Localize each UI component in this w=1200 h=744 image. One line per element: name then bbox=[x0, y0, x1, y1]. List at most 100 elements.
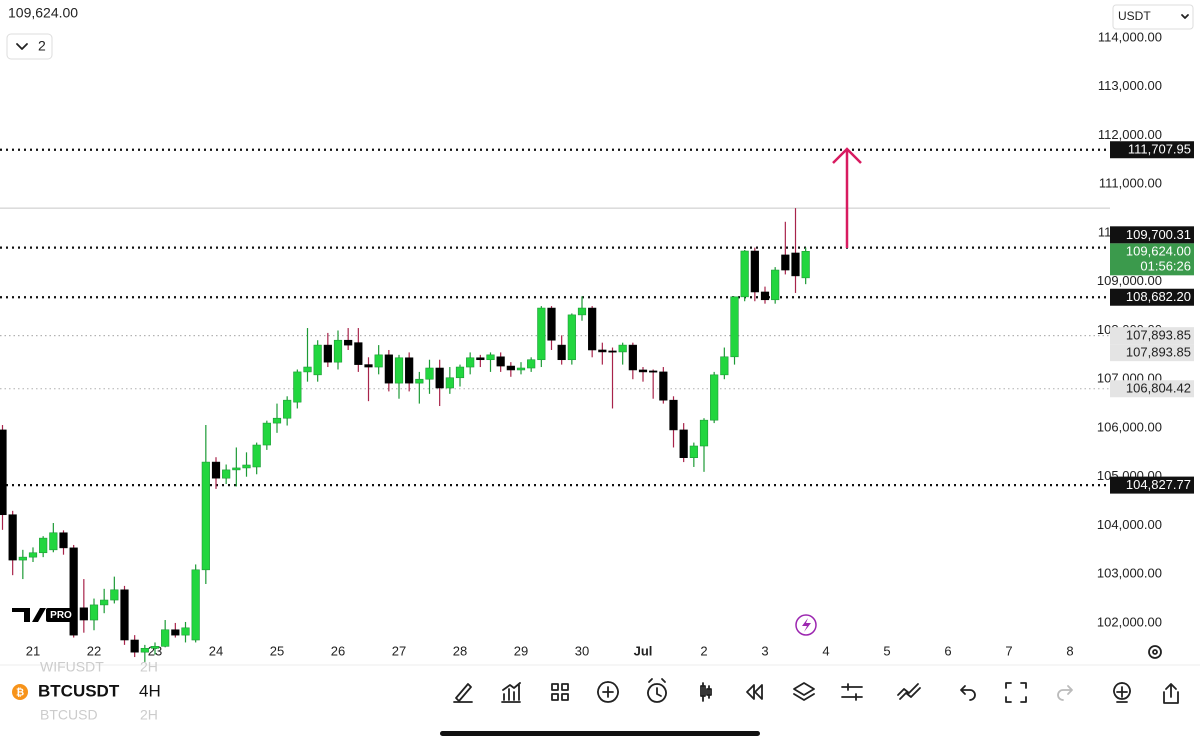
settings-tool[interactable] bbox=[841, 683, 863, 701]
x-tick-label: 5 bbox=[883, 643, 890, 658]
x-tick-label: 27 bbox=[392, 643, 406, 658]
line-label-box bbox=[1110, 344, 1194, 362]
share-button[interactable] bbox=[1163, 683, 1179, 704]
candle-body bbox=[394, 357, 404, 384]
candle-body bbox=[8, 514, 17, 561]
candle-body bbox=[720, 356, 729, 376]
candle-body bbox=[689, 445, 698, 458]
line-label: 106,804.42 bbox=[1126, 381, 1191, 396]
line-label: 107,893.85 bbox=[1126, 345, 1191, 360]
btc-icon bbox=[12, 684, 28, 700]
candle-body bbox=[262, 422, 271, 446]
candle-body bbox=[781, 254, 790, 271]
y-tick-label: 114,000.00 bbox=[1098, 29, 1162, 44]
currency-select[interactable]: USDT bbox=[1112, 4, 1194, 30]
candle-body bbox=[537, 307, 546, 361]
lightning-button[interactable] bbox=[795, 614, 817, 636]
x-tick-label: 6 bbox=[944, 643, 951, 658]
candle-body bbox=[100, 599, 109, 606]
candle-body bbox=[588, 307, 597, 351]
candle-body bbox=[425, 367, 434, 380]
watchlist-button[interactable] bbox=[1113, 682, 1131, 703]
candle-body bbox=[466, 357, 475, 368]
home-indicator bbox=[440, 731, 760, 736]
annotation-arrow bbox=[832, 147, 862, 248]
candle-body bbox=[303, 366, 312, 373]
candle-body bbox=[201, 461, 210, 571]
candle-body bbox=[750, 250, 759, 293]
candle-body bbox=[516, 367, 526, 371]
indicator-count: 2 bbox=[38, 38, 46, 54]
line-label-box bbox=[1110, 226, 1194, 244]
x-tick-label: 24 bbox=[209, 643, 223, 658]
objects-tool[interactable] bbox=[793, 682, 815, 701]
layouts-tool[interactable] bbox=[551, 683, 569, 701]
candle-body bbox=[659, 371, 668, 401]
y-tick-label: 112,000.00 bbox=[1098, 127, 1162, 142]
candle-body bbox=[496, 356, 505, 367]
candle-body bbox=[598, 349, 607, 353]
y-tick-label: 103,000.00 bbox=[1097, 566, 1162, 581]
candle-body bbox=[293, 371, 302, 403]
x-tick-label: 22 bbox=[87, 643, 101, 658]
candle-body bbox=[374, 354, 383, 368]
x-tick-label: 3 bbox=[761, 643, 768, 658]
candle-body bbox=[59, 532, 68, 549]
prev-symbol: WIFUSDT bbox=[40, 659, 104, 675]
add-tool[interactable] bbox=[597, 681, 619, 703]
settings-button[interactable] bbox=[1148, 645, 1162, 659]
redo-button[interactable] bbox=[1057, 685, 1073, 701]
candle-body bbox=[120, 589, 129, 641]
candle-body bbox=[506, 365, 515, 371]
candle-body bbox=[760, 291, 770, 301]
candle-body bbox=[39, 537, 48, 554]
candle-body bbox=[242, 464, 251, 469]
line-label: 111,707.95 bbox=[1128, 142, 1191, 157]
fullscreen-button[interactable] bbox=[1005, 682, 1027, 703]
indicators-tool[interactable] bbox=[501, 682, 521, 703]
countdown: 01:56:26 bbox=[1140, 258, 1191, 273]
candle-body bbox=[669, 399, 678, 431]
candle-body bbox=[791, 252, 800, 277]
symbol[interactable]: BTCUSDT bbox=[38, 681, 120, 700]
next-interval: 2H bbox=[140, 707, 158, 723]
candle-body bbox=[557, 344, 566, 361]
y-tick-label: 111,000.00 bbox=[1099, 176, 1162, 191]
candle-body bbox=[181, 627, 190, 636]
candle-body bbox=[771, 269, 780, 301]
y-tick-label: 102,000.00 bbox=[1097, 614, 1162, 629]
candle-body bbox=[710, 374, 719, 421]
line-label-box bbox=[1110, 327, 1194, 345]
y-tick-label: 106,000.00 bbox=[1097, 419, 1162, 434]
draw-tool[interactable] bbox=[453, 683, 473, 703]
candle-body bbox=[364, 364, 373, 368]
y-tick-label: 113,000.00 bbox=[1098, 78, 1162, 93]
x-tick-label: 2 bbox=[700, 643, 707, 658]
candle-body bbox=[283, 399, 292, 419]
candle-body bbox=[79, 607, 88, 621]
indicators-toggle[interactable]: 2 bbox=[6, 33, 53, 60]
interval[interactable]: 4H bbox=[139, 681, 161, 700]
x-tick-label: 28 bbox=[453, 643, 467, 658]
candle-body bbox=[527, 359, 536, 369]
candle-body bbox=[455, 366, 465, 379]
candle-body bbox=[547, 307, 556, 341]
candle-body bbox=[69, 547, 78, 636]
candle-body bbox=[608, 350, 617, 353]
x-tick-label: 29 bbox=[514, 643, 528, 658]
compare-tool[interactable] bbox=[897, 683, 921, 700]
candle-tool[interactable] bbox=[700, 682, 712, 702]
last-price-label: 109,624.00 bbox=[1126, 243, 1191, 258]
y-tick-label: 109,000.00 bbox=[1097, 273, 1162, 288]
alert-tool[interactable] bbox=[647, 678, 667, 703]
candle-body bbox=[222, 469, 231, 479]
candle-body bbox=[679, 429, 688, 458]
candle-body bbox=[130, 639, 139, 653]
candle-body bbox=[344, 339, 353, 346]
prev-interval: 2H bbox=[140, 659, 158, 675]
candle-body bbox=[28, 552, 38, 558]
undo-button[interactable] bbox=[960, 685, 976, 701]
replay-tool[interactable] bbox=[746, 684, 763, 700]
candle-body bbox=[445, 377, 454, 389]
